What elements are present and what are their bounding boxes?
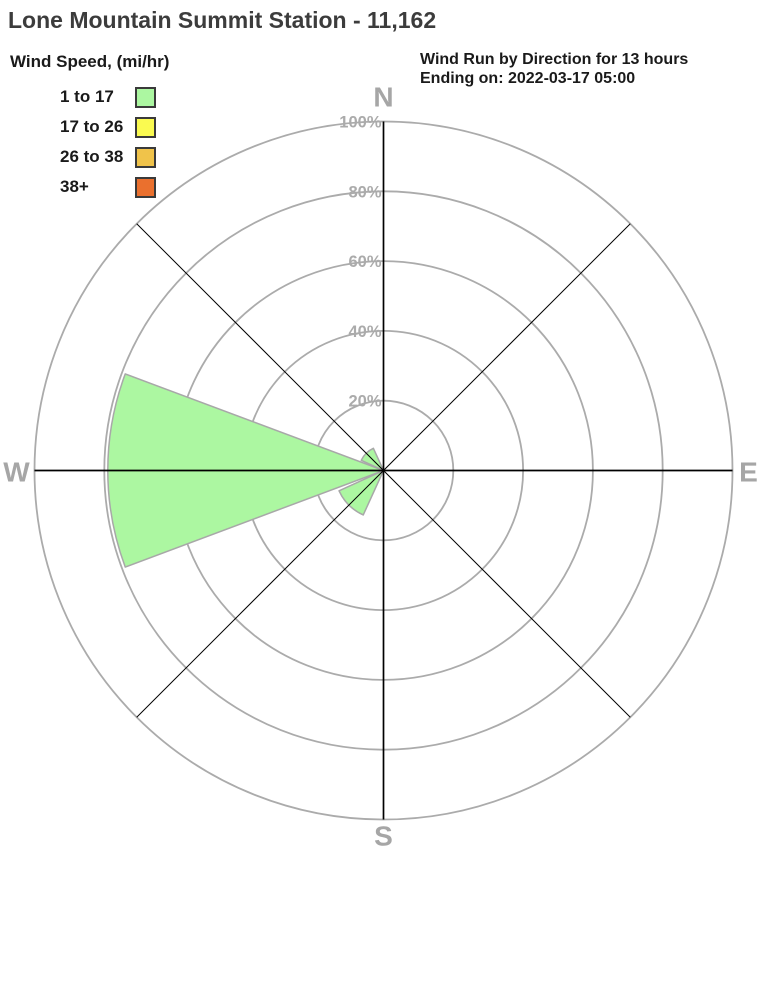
compass-label-west: W (3, 457, 30, 488)
radial-tick-label: 20% (348, 393, 381, 411)
note-line-2: Ending on: 2022-03-17 05:00 (420, 70, 636, 87)
note-line-1: Wind Run by Direction for 13 hours (420, 51, 689, 68)
legend-item-label: 1 to 17 (60, 87, 114, 106)
radial-tick-label: 80% (348, 183, 381, 201)
wind-speed-legend: Wind Speed, (mi/hr) 1 to 17 17 to 26 26 … (10, 52, 169, 206)
compass-label-east: E (739, 457, 758, 488)
radial-tick-label: 60% (348, 253, 381, 271)
radial-tick-label: 100% (339, 114, 382, 132)
compass-label-north: N (373, 82, 393, 113)
compass-label-south: S (374, 821, 393, 852)
legend-item: 38+ (10, 176, 169, 198)
page-title: Lone Mountain Summit Station - 11,162 (8, 7, 437, 33)
legend-title: Wind Speed, (mi/hr) (10, 52, 170, 71)
legend-item-label: 38+ (60, 177, 89, 196)
legend-item: 1 to 17 (10, 86, 169, 108)
legend-swatch-amber (135, 146, 156, 168)
legend-swatch-orange (135, 176, 156, 198)
radial-tick-label: 40% (348, 323, 381, 341)
legend-item-label: 17 to 26 (60, 117, 124, 136)
legend-item: 26 to 38 (10, 146, 169, 168)
legend-item-label: 26 to 38 (60, 147, 124, 166)
legend-swatch-yellow (135, 116, 156, 138)
legend-swatch-green (135, 86, 156, 108)
legend-item: 17 to 26 (10, 116, 169, 138)
wind-run-note: Wind Run by Direction for 13 hours Endin… (420, 50, 688, 88)
